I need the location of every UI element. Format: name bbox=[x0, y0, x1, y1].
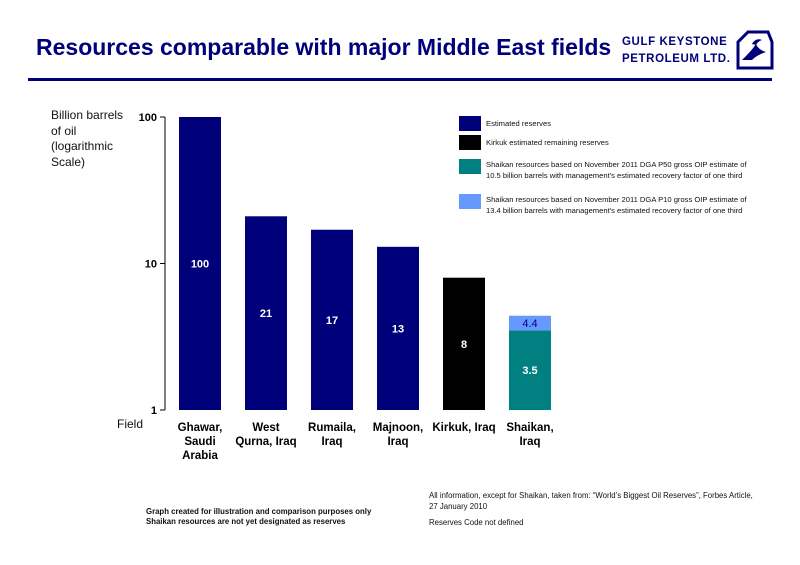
bar-value-label: 100 bbox=[191, 259, 209, 271]
bar-stack-segment bbox=[509, 315, 551, 331]
bar bbox=[311, 229, 353, 410]
bar-value-label: 8 bbox=[461, 339, 467, 351]
footnote-illustration: Graph created for illustration and compa… bbox=[146, 507, 372, 516]
company-logo: GULF KEYSTONE PETROLEUM LTD. bbox=[622, 30, 774, 72]
page-title: Resources comparable with major Middle E… bbox=[36, 34, 612, 60]
bar-value-label: 21 bbox=[260, 308, 272, 320]
legend-label: Shaikan resources based on November 2011… bbox=[486, 160, 747, 180]
x-category-label: Majnoon, Iraq bbox=[373, 422, 423, 448]
bar bbox=[443, 277, 485, 410]
reserves-code-note: Reserves Code not defined bbox=[429, 518, 524, 527]
legend-swatch bbox=[459, 159, 481, 174]
y-tick-label: 10 bbox=[145, 259, 157, 271]
footnote-not-reserves: Shaikan resources are not yet designated… bbox=[146, 517, 346, 526]
legend-swatch bbox=[459, 116, 481, 131]
y-tick-label: 100 bbox=[139, 112, 157, 124]
bar bbox=[179, 117, 221, 410]
y-axis-label-line-3: (logarithmic bbox=[51, 139, 114, 153]
logo-line-2: PETROLEUM LTD. bbox=[622, 53, 731, 65]
legend-label: Kirkuk estimated remaining reserves bbox=[486, 138, 609, 147]
x-category-label: Ghawar, Saudi Arabia bbox=[178, 422, 223, 462]
logo-text: GULF KEYSTONE PETROLEUM LTD. bbox=[622, 34, 731, 68]
y-axis-label-line-4: Scale) bbox=[51, 154, 86, 169]
bar-value-label: 17 bbox=[326, 315, 338, 327]
legend-swatch bbox=[459, 194, 481, 209]
footnote-left: Graph created for illustration and compa… bbox=[146, 507, 371, 527]
legend-label: Estimated reserves bbox=[486, 119, 551, 128]
bar-value-label: 13 bbox=[392, 323, 404, 335]
title-underline bbox=[28, 78, 772, 81]
y-tick-label: 1 bbox=[151, 405, 157, 417]
legend-label: Shaikan resources based on November 2011… bbox=[486, 195, 747, 215]
y-axis-label: Billion barrels of oil (logarithmic Scal… bbox=[51, 108, 123, 170]
x-category-label: West Qurna, Iraq bbox=[235, 422, 296, 448]
bar-stack-value-label: 4.4 bbox=[522, 318, 537, 330]
bar bbox=[245, 216, 287, 410]
source-note: All information, except for Shaikan, tak… bbox=[429, 491, 753, 511]
x-category-label: Shaikan, Iraq bbox=[506, 422, 553, 448]
keystone-bird-icon bbox=[736, 30, 774, 70]
x-category-label: Rumaila, Iraq bbox=[308, 422, 356, 448]
logo-line-1: GULF KEYSTONE bbox=[622, 36, 728, 48]
y-axis-label-line-2: of oil bbox=[51, 123, 77, 138]
bar bbox=[377, 246, 419, 410]
x-axis-label: Field bbox=[117, 417, 144, 431]
bar bbox=[509, 330, 551, 410]
x-category-label: Kirkuk, Iraq bbox=[432, 422, 495, 434]
y-axis-label-line-1: Billion barrels bbox=[51, 108, 124, 122]
bar-value-label: 3.5 bbox=[522, 365, 537, 377]
legend-swatch bbox=[459, 135, 481, 150]
